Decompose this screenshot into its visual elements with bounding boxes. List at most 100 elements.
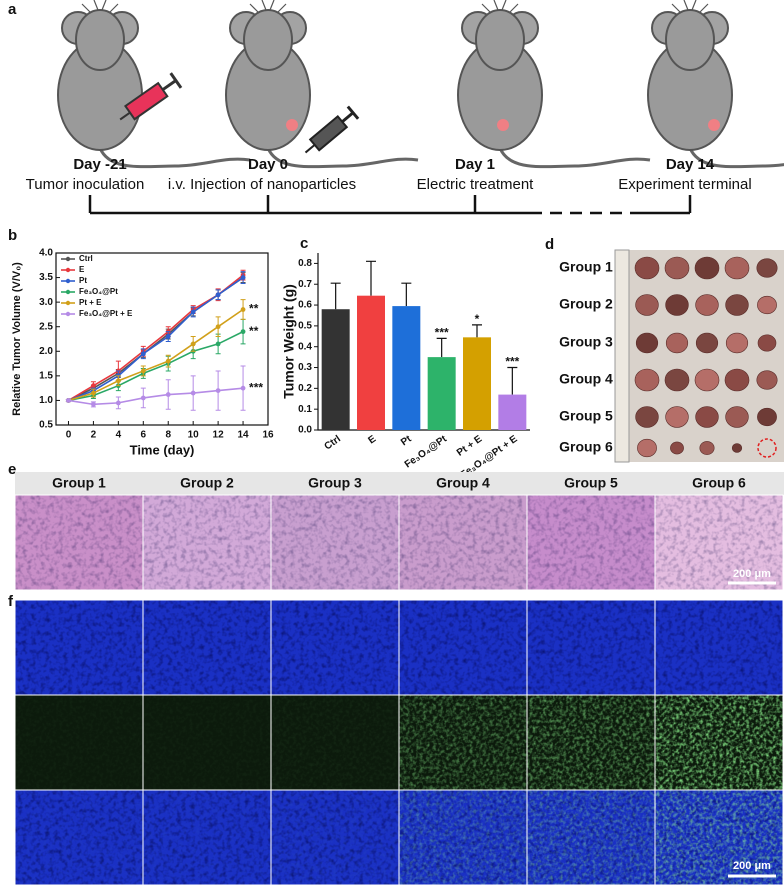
he-texture — [399, 495, 527, 590]
green-signal — [271, 790, 399, 885]
group-label: Group 6 — [559, 439, 613, 455]
error-bar — [366, 260, 376, 296]
timeline-event: i.v. Injection of nanoparticles — [168, 176, 356, 193]
x-tick-label: Ctrl — [322, 433, 343, 452]
x-tick-label: E — [366, 433, 378, 446]
x-tick-label: 2 — [91, 430, 97, 441]
y-tick-label: 0.3 — [298, 362, 312, 373]
nuclei-texture — [143, 790, 271, 885]
tumor — [756, 370, 778, 390]
data-point — [140, 351, 146, 357]
tumor — [694, 368, 720, 392]
series-line — [68, 308, 244, 402]
tumor — [757, 407, 777, 427]
tumor — [756, 258, 778, 278]
timeline-day: Day 14 — [666, 156, 715, 173]
tumor — [757, 295, 777, 315]
data-point — [215, 388, 221, 393]
tile-border — [654, 789, 784, 885]
legend-label: Ctrl — [79, 254, 93, 263]
x-tick-label: 14 — [237, 430, 249, 441]
green-signal — [15, 695, 143, 790]
green-signal — [271, 695, 399, 790]
y-axis-label: Relative Tumor Volume (V/V₀) — [11, 262, 23, 416]
tumor — [757, 334, 777, 352]
legend-label: Pt — [79, 276, 87, 285]
bar — [498, 394, 527, 430]
tumor — [725, 406, 749, 428]
tumor — [724, 256, 750, 280]
x-tick-label: Pt + E — [455, 433, 485, 458]
nuclei-texture — [655, 600, 783, 695]
bar — [427, 357, 456, 430]
mouse-icon — [646, 0, 784, 169]
x-axis-label: Time (day) — [130, 442, 195, 457]
group-label: Group 5 — [564, 475, 618, 491]
group-label: Group 6 — [692, 475, 746, 491]
nuclei-texture — [527, 600, 655, 695]
significance-label: *** — [435, 326, 449, 340]
data-point — [240, 307, 246, 312]
data-point — [165, 358, 171, 364]
legend-marker — [65, 278, 71, 284]
y-tick-label: 0.2 — [298, 383, 312, 394]
tumor — [670, 441, 684, 455]
significance-label: ** — [249, 324, 259, 338]
data-point — [165, 392, 171, 397]
bar — [392, 306, 421, 430]
legend-marker — [65, 289, 71, 295]
timeline-day: Day 0 — [248, 156, 288, 173]
legend-label: E — [79, 265, 85, 274]
series-line — [68, 276, 244, 402]
timeline-event: Tumor inoculation — [26, 176, 145, 193]
legend-marker — [65, 256, 71, 262]
significance-label: *** — [505, 355, 519, 369]
data-point — [140, 395, 146, 401]
tumor — [725, 332, 749, 354]
scale-bar-label: 200 μm — [733, 860, 771, 872]
syringe-icon — [304, 105, 360, 154]
tumor — [731, 443, 743, 453]
green-signal — [527, 790, 655, 885]
y-tick-label: 0.4 — [298, 341, 312, 352]
data-point — [240, 275, 246, 280]
timeline-event: Experiment terminal — [618, 176, 751, 193]
tumor — [664, 368, 690, 392]
data-point — [215, 341, 221, 347]
tumor — [635, 294, 659, 316]
x-tick-label: 12 — [213, 430, 225, 441]
he-texture — [655, 495, 783, 590]
y-tick-label: 0.1 — [298, 404, 312, 415]
tumor — [694, 256, 720, 280]
he-texture — [527, 495, 655, 590]
missing-tumor-mark — [757, 438, 777, 458]
green-signal — [15, 790, 143, 885]
x-tick-label: Pt — [399, 433, 414, 448]
green-signal — [143, 695, 271, 790]
ruler — [614, 249, 630, 463]
y-tick-label: 1.0 — [39, 395, 53, 406]
data-point — [165, 334, 171, 339]
green-signal — [527, 695, 655, 790]
data-point — [115, 378, 121, 384]
tile-border — [654, 494, 784, 591]
y-tick-label: 0.0 — [298, 425, 312, 436]
tumor-icon — [497, 119, 509, 131]
timeline-axis — [88, 195, 692, 215]
panel-label: d — [545, 236, 554, 253]
data-point — [66, 398, 71, 403]
green-signal — [655, 695, 783, 790]
data-point — [115, 400, 121, 406]
y-tick-label: 2.5 — [39, 321, 53, 332]
tumor — [635, 332, 659, 354]
panel-label: c — [300, 235, 308, 252]
he-texture — [271, 495, 399, 590]
error-bar — [401, 282, 412, 307]
group-label: Group 4 — [559, 371, 613, 387]
legend-marker — [65, 311, 71, 317]
x-tick-label: 0 — [66, 430, 72, 441]
error-bar — [472, 324, 482, 338]
x-tick-label: 8 — [165, 430, 171, 441]
plot-frame — [55, 252, 269, 426]
